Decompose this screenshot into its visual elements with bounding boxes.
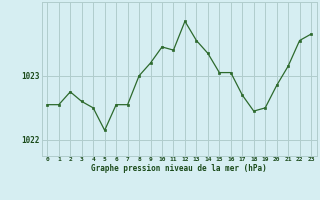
X-axis label: Graphe pression niveau de la mer (hPa): Graphe pression niveau de la mer (hPa) xyxy=(91,164,267,173)
